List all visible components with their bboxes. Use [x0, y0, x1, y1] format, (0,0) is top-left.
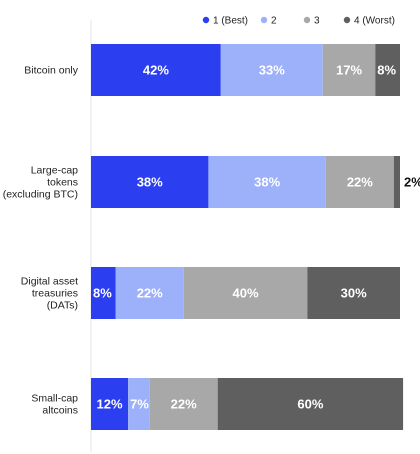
legend-label-3: 3 [314, 16, 320, 27]
bar-segment-2-3 [325, 156, 394, 208]
legend: 1 (Best) 2 3 4 (Worst) [202, 16, 395, 27]
bar-segment-2-1 [91, 156, 209, 208]
value-label-2-4: 2% [404, 175, 420, 190]
value-label-1-4: 8% [377, 63, 396, 78]
category-label-3-line-3: (DATs) [47, 300, 78, 312]
value-label-2-1: 38% [137, 175, 163, 190]
bar-segment-3-4 [307, 267, 400, 319]
value-label-4-3: 22% [171, 397, 197, 412]
bar-segment-4-4 [217, 378, 404, 430]
bar-segment-3-2 [115, 267, 184, 319]
value-label-3-3: 40% [232, 286, 258, 301]
bar-segment-3-1 [91, 267, 116, 319]
bar-segment-2-2 [208, 156, 326, 208]
value-label-3-1: 8% [93, 286, 112, 301]
value-label-2-2: 38% [254, 175, 280, 190]
category-label-3-line-2: treasuries [32, 288, 78, 300]
value-label-2-3: 22% [347, 175, 373, 190]
bar-segment-4-1 [91, 378, 129, 430]
legend-marker-1 [202, 16, 210, 24]
category-label-2-line-3: (excluding BTC) [3, 189, 78, 201]
legend-label-4: 4 (Worst) [354, 16, 395, 27]
bar-segment-4-2 [128, 378, 150, 430]
bar-segment-1-2 [220, 44, 323, 96]
value-label-3-4: 30% [341, 286, 367, 301]
category-label-4-line-2: altcoins [42, 405, 78, 417]
value-label-1-3: 17% [336, 63, 362, 78]
value-label-4-2: 7% [130, 397, 149, 412]
value-label-4-1: 12% [97, 397, 123, 412]
value-label-1-1: 42% [143, 63, 169, 78]
value-label-1-2: 33% [259, 63, 285, 78]
bars [91, 44, 404, 430]
value-label-3-2: 22% [137, 286, 163, 301]
bar-segment-3-3 [183, 267, 308, 319]
category-label-1-line-1: Bitcoin only [24, 65, 78, 77]
value-label-4-4: 60% [297, 397, 323, 412]
bar-segment-1-3 [322, 44, 376, 96]
category-label-3-line-1: Digital asset [21, 276, 78, 288]
category-label-2-line-2: tokens [47, 177, 78, 189]
bar-segment-1-4 [375, 44, 400, 96]
category-label-2-line-1: Large-cap [31, 165, 78, 177]
value-labels: 42% 33% 17% 8% 38% 38% 22% 2% 8% 22% 40% 30% 12% 7% 22… [93, 63, 420, 412]
legend-label-1: 1 (Best) [213, 16, 248, 27]
legend-marker-2 [260, 16, 268, 24]
bar-segment-4-3 [149, 378, 218, 430]
category-label-4-line-1: Small-cap [31, 393, 78, 405]
legend-label-2: 2 [271, 16, 277, 27]
legend-marker-3 [303, 16, 311, 24]
bar-segment-1-1 [91, 44, 221, 96]
legend-marker-4 [343, 16, 351, 24]
bar-segment-2-4 [393, 156, 400, 208]
